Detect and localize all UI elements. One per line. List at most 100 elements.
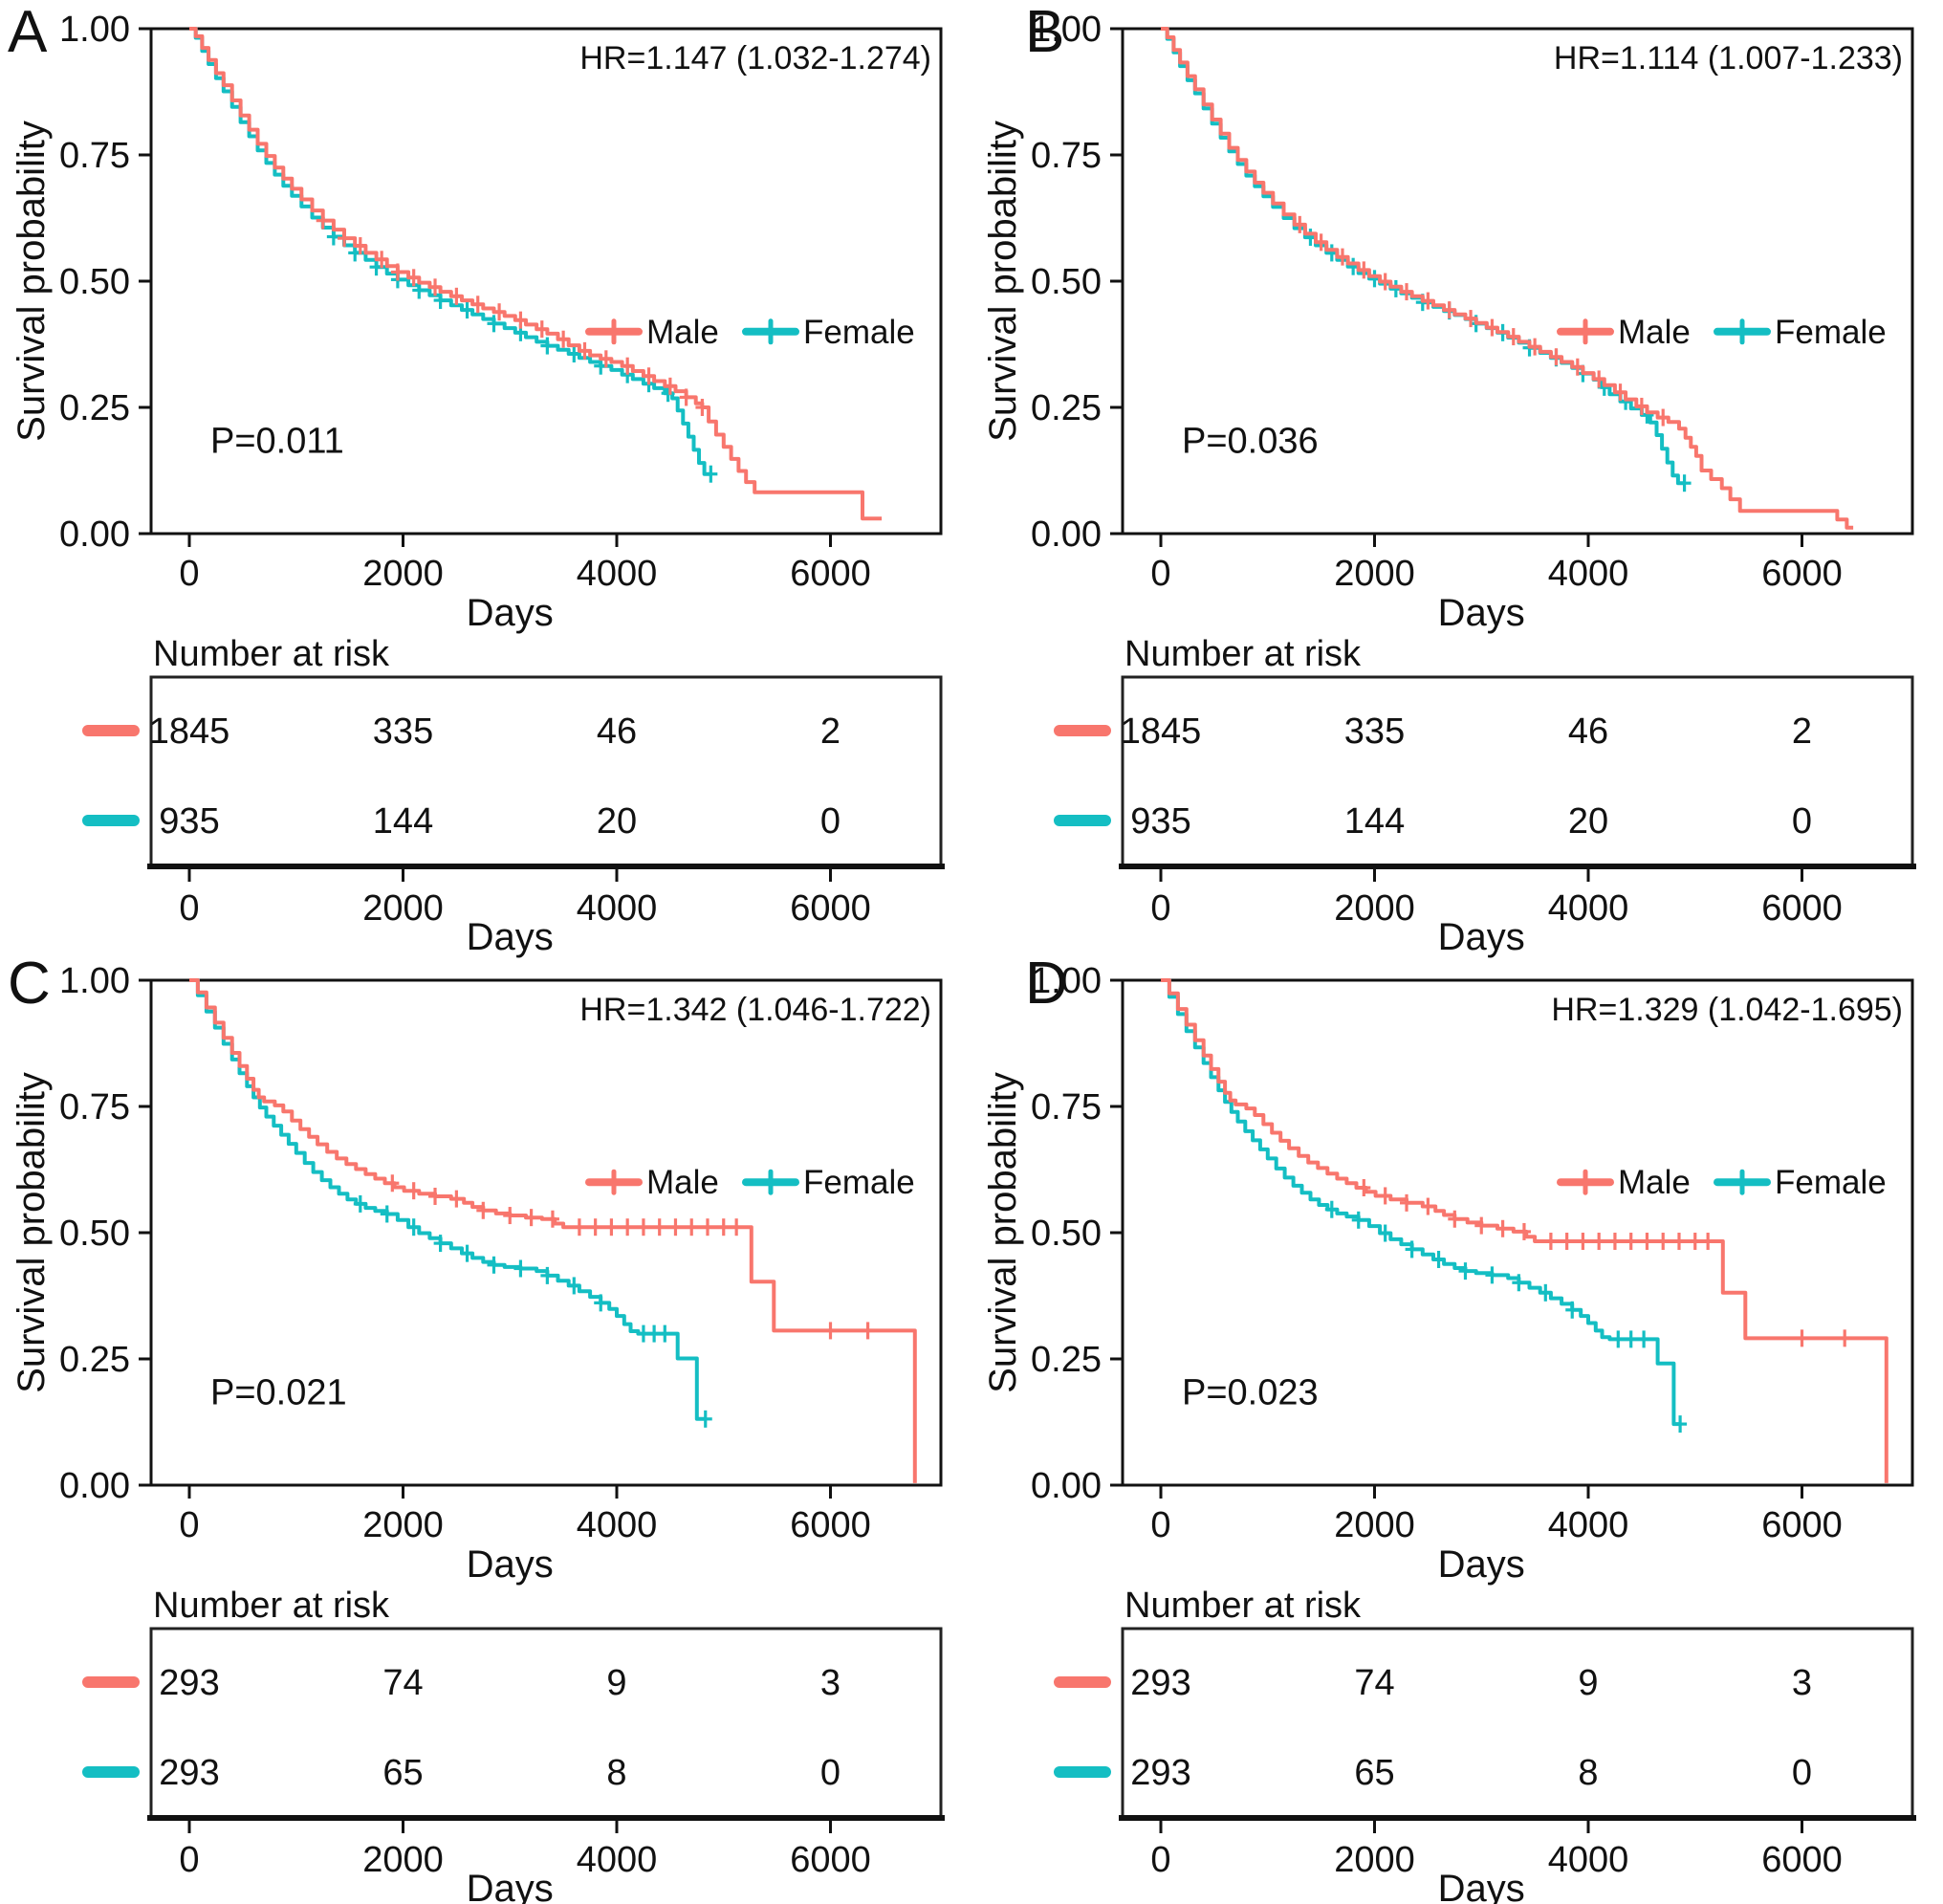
y-tick-label: 0.25: [1031, 1340, 1102, 1380]
x-tick-label: 0: [1150, 554, 1170, 594]
panel-b-chart: 1.00 0.75 0.50 0.25 0.00 Survival probability…: [982, 10, 1916, 958]
panel-c: C 1.00 0.75 0.50 0.25 0.00 Survival probabili…: [0, 951, 972, 1904]
risk-count: 144: [373, 801, 433, 842]
risk-x-axis-title: Days: [467, 1868, 554, 1904]
risk-x-axis-title: Days: [1438, 1868, 1525, 1904]
risk-count: 9: [606, 1663, 626, 1703]
x-tick-label: 2000: [362, 554, 444, 594]
risk-count: 293: [1130, 1753, 1190, 1793]
risk-x-tick-label: 2000: [362, 1840, 444, 1880]
legend-item-male-label: Male: [1618, 314, 1691, 351]
x-tick-label: 4000: [1548, 554, 1629, 594]
risk-count: 0: [1792, 1753, 1812, 1793]
panel-a-chart: 1.00 0.75 0.50 0.25 0.00 Survival probability…: [11, 10, 945, 958]
x-tick-label: 0: [1150, 1505, 1170, 1545]
risk-count: 293: [159, 1753, 219, 1793]
x-tick-label: 4000: [1548, 1505, 1629, 1545]
risk-x-tick-label: 2000: [362, 888, 444, 929]
risk-count: 74: [382, 1663, 423, 1703]
y-tick-label: 0.00: [1031, 1466, 1102, 1506]
y-axis-title: Survival probability: [982, 120, 1024, 442]
legend-item-female-label: Female: [803, 314, 915, 351]
x-tick-label: 2000: [362, 1505, 444, 1545]
hr-annotation: HR=1.329 (1.042-1.695): [1551, 992, 1903, 1028]
risk-x-tick-label: 0: [1150, 888, 1170, 929]
x-axis-title: Days: [467, 592, 554, 634]
risk-x-axis-title: Days: [1438, 916, 1525, 958]
panel-letter-a: A: [8, 0, 48, 65]
risk-x-tick-label: 4000: [577, 888, 658, 929]
km-curve-female: [189, 978, 706, 1421]
panel-c-chart: 1.00 0.75 0.50 0.25 0.00 Survival probability…: [11, 961, 945, 1904]
x-axis-title: Days: [1438, 592, 1525, 634]
risk-count: 293: [159, 1663, 219, 1703]
risk-table-title: Number at risk: [1124, 1586, 1362, 1626]
x-tick-label: 0: [179, 1505, 199, 1545]
km-curve-male: [1161, 978, 1888, 1483]
risk-x-tick-label: 0: [1150, 1840, 1170, 1880]
p-value-annotation: P=0.023: [1182, 1373, 1319, 1413]
risk-x-tick-label: 4000: [1548, 1840, 1629, 1880]
risk-count: 20: [1568, 801, 1608, 842]
y-tick-label: 0.75: [59, 136, 130, 176]
risk-count: 0: [1792, 801, 1812, 842]
legend-item-female-label: Female: [803, 1164, 915, 1201]
risk-count: 1845: [1121, 711, 1202, 752]
risk-x-tick-label: 0: [179, 888, 199, 929]
y-tick-label: 0.50: [1031, 1214, 1102, 1254]
risk-count: 9: [1578, 1663, 1598, 1703]
y-tick-label: 1.00: [59, 10, 130, 50]
y-tick-label: 1.00: [1031, 10, 1102, 50]
y-axis-title: Survival probability: [982, 1072, 1024, 1393]
risk-table-title: Number at risk: [153, 634, 390, 674]
x-tick-label: 6000: [1761, 1505, 1843, 1545]
risk-count: 8: [1578, 1753, 1598, 1793]
risk-count: 46: [597, 711, 637, 752]
risk-count: 8: [606, 1753, 626, 1793]
p-value-annotation: P=0.021: [210, 1373, 347, 1413]
y-tick-label: 1.00: [59, 961, 130, 1001]
risk-count: 335: [1344, 711, 1405, 752]
panel-d: D 1.00 0.75 0.50 0.25 0.00 Survival probabili…: [972, 951, 1943, 1904]
x-tick-label: 4000: [577, 554, 658, 594]
y-tick-label: 0.25: [59, 388, 130, 428]
legend-item-male-label: Male: [646, 1164, 719, 1201]
x-tick-label: 0: [179, 554, 199, 594]
x-axis-title: Days: [467, 1543, 554, 1586]
risk-count: 144: [1344, 801, 1405, 842]
x-tick-label: 2000: [1334, 1505, 1415, 1545]
panel-letter-c: C: [8, 951, 51, 1017]
hr-annotation: HR=1.147 (1.032-1.274): [579, 40, 931, 77]
y-tick-label: 0.00: [1031, 514, 1102, 555]
y-tick-label: 0.25: [1031, 388, 1102, 428]
risk-x-tick-label: 6000: [790, 888, 871, 929]
risk-x-tick-label: 4000: [1548, 888, 1629, 929]
risk-count: 65: [1354, 1753, 1394, 1793]
legend-item-female-label: Female: [1775, 314, 1887, 351]
x-tick-label: 4000: [577, 1505, 658, 1545]
km-curve-male: [1161, 27, 1854, 530]
panel-a: A 1.00 0.75 0.50 0.25 0.00 Survival probabili…: [0, 0, 972, 958]
risk-count: 335: [373, 711, 433, 752]
risk-x-tick-label: 4000: [577, 1840, 658, 1880]
x-axis-title: Days: [1438, 1543, 1525, 1586]
y-tick-label: 0.75: [59, 1087, 130, 1127]
risk-count: 3: [1792, 1663, 1812, 1703]
km-curve-female: [189, 27, 711, 476]
km-curve-female: [1161, 27, 1685, 486]
x-tick-label: 6000: [790, 554, 871, 594]
panel-letter-d: D: [1025, 951, 1068, 1017]
risk-count: 935: [159, 801, 219, 842]
risk-count: 1845: [149, 711, 230, 752]
y-tick-label: 1.00: [1031, 961, 1102, 1001]
y-tick-label: 0.50: [1031, 262, 1102, 302]
risk-count: 65: [382, 1753, 423, 1793]
risk-x-tick-label: 0: [179, 1840, 199, 1880]
p-value-annotation: P=0.036: [1182, 422, 1319, 462]
hr-annotation: HR=1.342 (1.046-1.722): [579, 992, 931, 1028]
risk-count: 293: [1130, 1663, 1190, 1703]
risk-count: 935: [1130, 801, 1190, 842]
risk-x-tick-label: 6000: [790, 1840, 871, 1880]
legend-item-male-label: Male: [646, 314, 719, 351]
